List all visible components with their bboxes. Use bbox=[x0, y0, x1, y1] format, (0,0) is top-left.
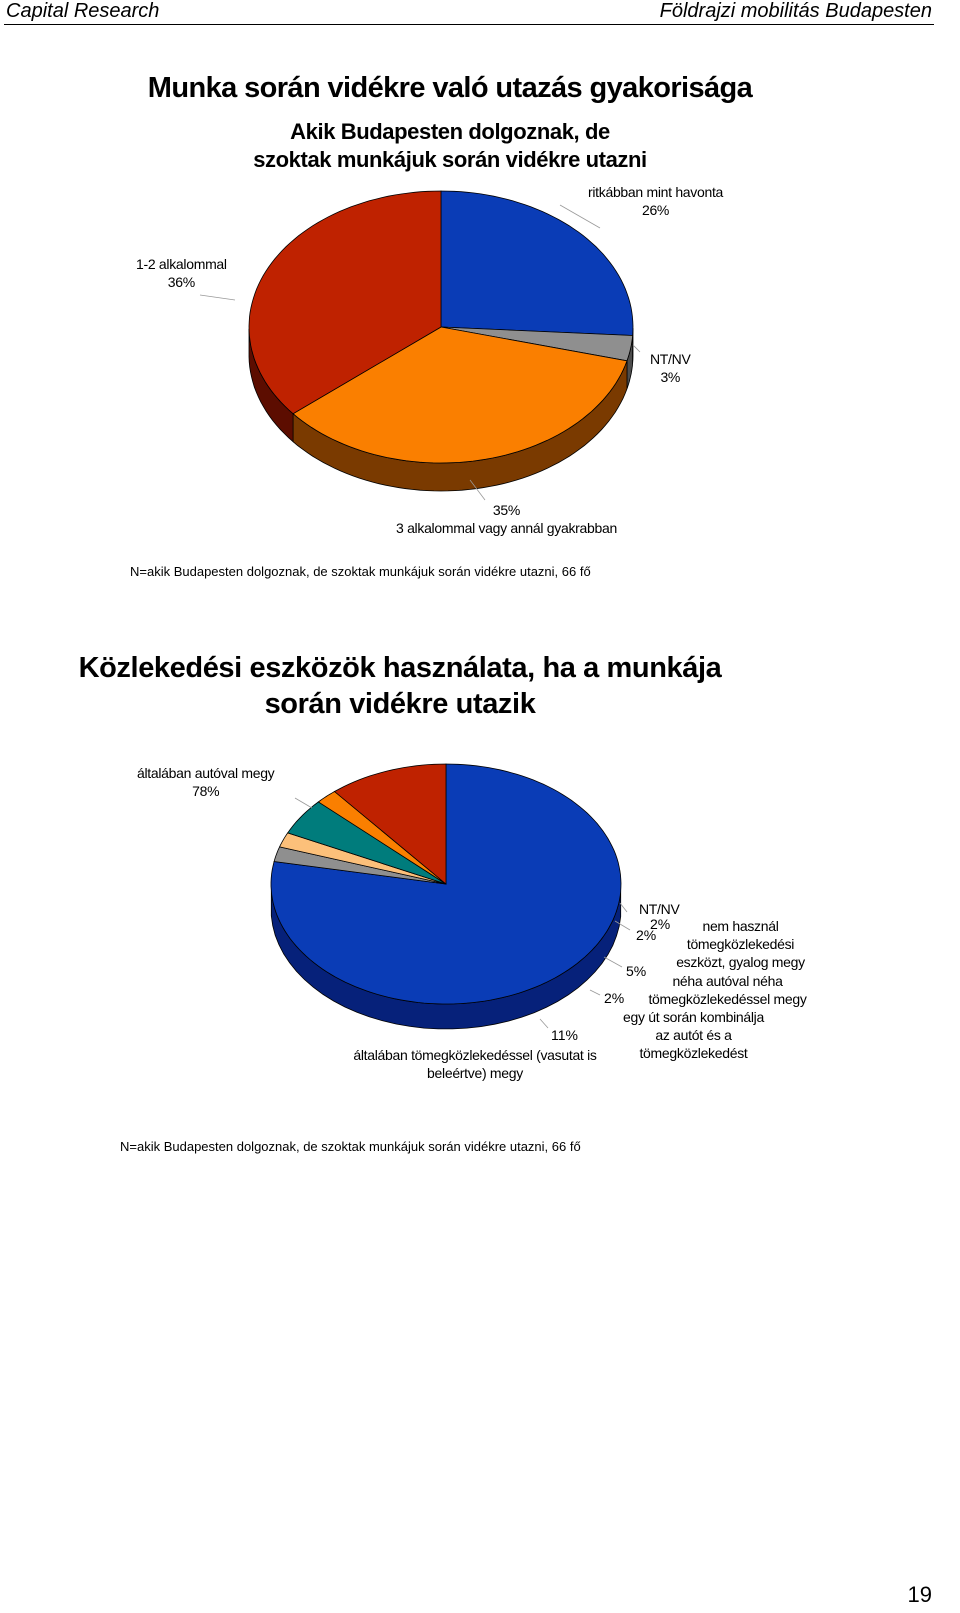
chart2-leader-5 bbox=[539, 1018, 549, 1029]
chart1-leader-3 bbox=[469, 479, 486, 501]
chart2-pct-public: 11% bbox=[551, 1027, 578, 1043]
chart2-leader-0 bbox=[294, 797, 313, 809]
chart1-subtitle: Akik Budapesten dolgoznak, de szoktak mu… bbox=[253, 119, 647, 172]
chart2-pct-walk: 2% bbox=[636, 927, 657, 943]
chart2-leader-2 bbox=[614, 920, 631, 931]
chart2-slice-4 bbox=[317, 791, 447, 885]
chart1-note: N=akik Budapesten dolgoznak, de szoktak … bbox=[130, 564, 591, 579]
chart2-pct-ntnv: 2% bbox=[650, 916, 671, 932]
chart2-leader-3 bbox=[603, 956, 623, 968]
chart2-label-walk: nem használ tömegközlekedési eszközt, gy… bbox=[676, 918, 805, 970]
chart2-label-ntnv: NT/NV bbox=[639, 901, 680, 917]
chart1-label-1-2: 1-2 alkalommal 36% bbox=[136, 256, 227, 290]
chart1-label-rarely: ritkábban mint havonta 26% bbox=[588, 184, 724, 218]
chart2-slices bbox=[270, 763, 622, 1005]
chart1-label-3plus: 35% 3 alkalommal vagy annál gyakrabban bbox=[396, 502, 617, 536]
chart2-pct-combine: 2% bbox=[604, 990, 625, 1006]
header-left: Capital Research bbox=[6, 0, 160, 22]
chart1-title: Munka során vidékre való utazás gyakoris… bbox=[147, 72, 753, 104]
chart1-slice-0 bbox=[440, 190, 634, 336]
chart2-note: N=akik Budapesten dolgoznak, de szoktak … bbox=[120, 1139, 581, 1154]
chart2-pct-mixed: 5% bbox=[626, 963, 647, 979]
chart2-leader-1 bbox=[619, 902, 628, 913]
chart1-leader-2 bbox=[632, 344, 641, 353]
chart1-pie bbox=[199, 190, 641, 501]
chart1-slice-3 bbox=[248, 190, 442, 415]
chart1-label-ntnv: NT/NV 3% bbox=[650, 351, 691, 385]
chart1-slice-2 bbox=[292, 326, 628, 464]
page-number: 19 bbox=[907, 1582, 932, 1607]
header-rule bbox=[4, 24, 934, 25]
chart2-title: Közlekedési eszközök használata, ha a mu… bbox=[78, 652, 722, 720]
chart1-leader-0 bbox=[559, 204, 601, 229]
chart2-label-public: általában tömegközlekedéssel (vasutat is… bbox=[353, 1047, 597, 1081]
chart1-slices bbox=[248, 190, 634, 464]
chart2-leader-4 bbox=[589, 989, 601, 996]
chart2-label-car: általában autóval megy 78% bbox=[137, 765, 275, 799]
chart2-label-combine: egy út során kombinálja az autót és a tö… bbox=[623, 1009, 764, 1061]
chart2-slice-3 bbox=[287, 801, 447, 885]
chart1-leader-1 bbox=[199, 294, 236, 301]
chart2-slice-5 bbox=[333, 763, 447, 885]
chart2-slice-2 bbox=[279, 832, 447, 885]
header-right: Földrajzi mobilitás Budapesten bbox=[659, 0, 932, 22]
chart2-label-mixed: néha autóval néha tömegközlekedéssel meg… bbox=[648, 973, 807, 1007]
